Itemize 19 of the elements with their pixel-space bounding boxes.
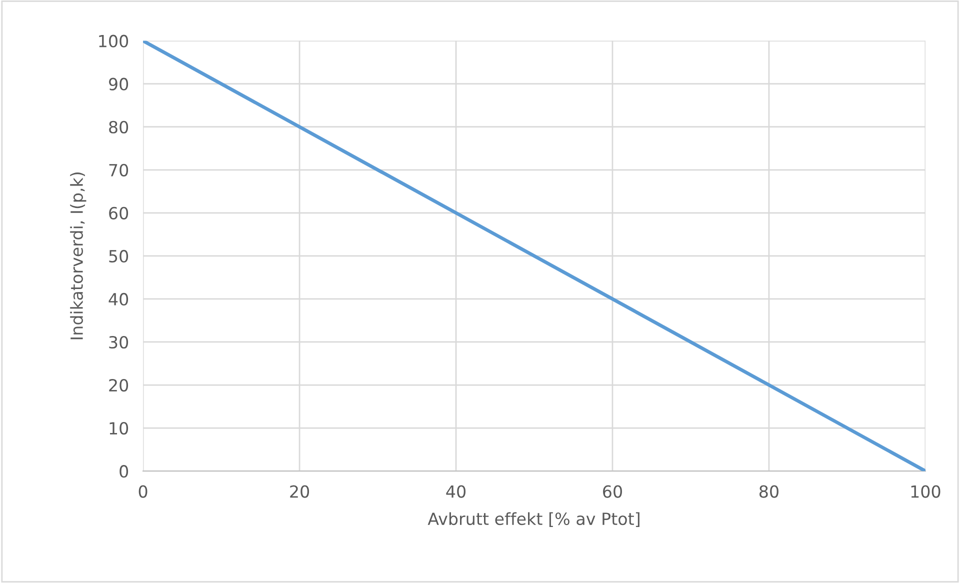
y-tick-label: 0 [120, 465, 128, 478]
y-tick-label: 40 [108, 292, 128, 306]
x-tick-label: 0 [138, 485, 148, 498]
y-tick-label: 100 [99, 34, 128, 48]
x-axis-title: Avbrutt effekt [% av Ptot] [428, 512, 640, 528]
y-tick-label: 70 [109, 164, 128, 176]
y-tick-label: 20 [109, 378, 128, 392]
x-tick-label: 100 [911, 485, 940, 498]
y-tick-label: 30 [109, 336, 128, 349]
y-tick-label: 80 [109, 120, 128, 134]
y-tick-label: 60 [109, 206, 128, 220]
y-axis-title: Indikatorverdi, I(p,k) [70, 172, 86, 340]
x-tick-label: 40 [446, 485, 466, 498]
y-tick-label: 90 [108, 78, 128, 90]
x-tick-label: 60 [603, 485, 622, 498]
x-tick-label: 20 [290, 485, 310, 498]
y-tick-label: 10 [110, 422, 128, 435]
y-tick-label: 50 [109, 250, 128, 263]
x-tick-label: 80 [759, 485, 778, 498]
